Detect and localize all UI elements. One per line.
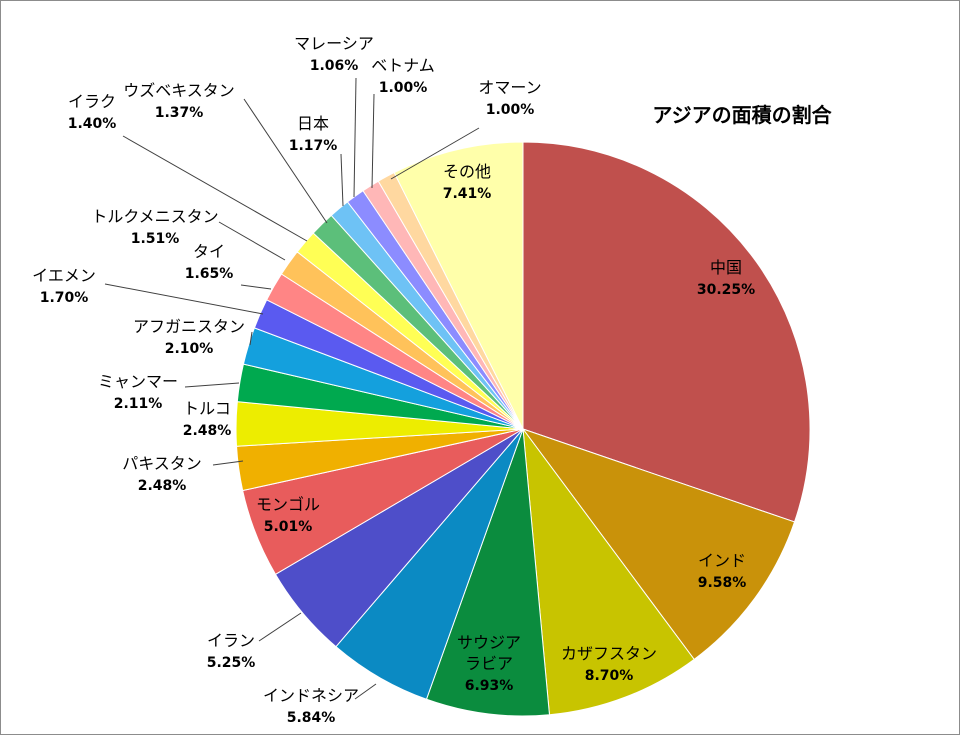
- leader-line: [122, 135, 308, 242]
- slice-label-name: ミャンマー: [98, 372, 178, 391]
- slice-label-value: 8.70%: [585, 668, 634, 684]
- leader-line: [212, 460, 244, 466]
- slice-label-value: 1.06%: [310, 58, 359, 74]
- slice-label-name: 中国: [710, 258, 742, 277]
- slice-label-name: イラク: [68, 92, 116, 111]
- slice-label-value: 1.00%: [486, 102, 535, 118]
- leader-line: [104, 283, 264, 315]
- slice-label-value: 1.17%: [289, 138, 338, 154]
- leader-line: [353, 77, 357, 198]
- leader-line: [249, 331, 253, 346]
- slice-label-name: ベトナム: [371, 56, 435, 75]
- leader-line: [243, 98, 328, 224]
- slice-label-value: 5.84%: [287, 710, 336, 726]
- pie-slices: [235, 141, 811, 717]
- slice-label-value: 1.00%: [379, 80, 428, 96]
- pie-slice: [522, 427, 695, 716]
- slice-label-value: 1.70%: [40, 290, 89, 306]
- slice-label-value: 7.41%: [443, 186, 492, 202]
- leader-line: [340, 153, 344, 207]
- slice-label-name: サウジア: [457, 633, 521, 652]
- slice-label-name: インドネシア: [263, 686, 359, 705]
- slice-label-value: 1.65%: [185, 266, 234, 282]
- slice-label-value: 6.93%: [465, 678, 514, 694]
- slice-label-name: インド: [698, 551, 746, 570]
- leader-line: [354, 683, 377, 700]
- slice-label-name: マレーシア: [294, 34, 374, 53]
- slice-label-name: トルクメニスタン: [91, 207, 218, 226]
- slice-label-name: アフガニスタン: [133, 317, 245, 336]
- slice-label-value: 1.40%: [68, 116, 117, 132]
- slice-label-name: トルコ: [183, 399, 231, 418]
- slice-label-value: 2.11%: [114, 396, 163, 412]
- slice-label-name: モンゴル: [256, 495, 320, 514]
- slice-label-name: パキスタン: [122, 454, 202, 473]
- slice-label-name: ラビア: [465, 654, 513, 673]
- slice-label-value: 2.48%: [183, 423, 232, 439]
- slice-label-name: その他: [443, 162, 491, 181]
- slice-label-value: 5.25%: [207, 655, 256, 671]
- leader-line: [371, 93, 375, 189]
- slice-label-name: イエメン: [32, 266, 96, 285]
- pie-slice: [521, 428, 796, 661]
- leader-line: [218, 221, 286, 261]
- slice-label-name: イラン: [207, 631, 255, 650]
- leader-line: [258, 612, 302, 642]
- slice-label-value: 9.58%: [698, 575, 747, 591]
- slice-label-value: 30.25%: [697, 282, 755, 298]
- slice-label-name: 日本: [297, 114, 329, 133]
- leader-line: [184, 382, 240, 388]
- slice-label-value: 1.37%: [155, 105, 204, 121]
- pie-slice: [393, 141, 524, 430]
- slice-label-name: カザフスタン: [561, 644, 657, 663]
- pie-slice: [425, 428, 551, 717]
- slice-label-value: 5.01%: [264, 519, 313, 535]
- slice-label-name: タイ: [193, 242, 225, 261]
- leader-line: [390, 127, 480, 180]
- slice-label-value: 2.48%: [138, 478, 187, 494]
- slice-label-name: オマーン: [478, 78, 541, 97]
- pie-slice: [522, 141, 811, 523]
- slice-label-value: 2.10%: [165, 341, 214, 357]
- slice-label-name: ウズベキスタン: [123, 81, 235, 100]
- leader-lines: [104, 77, 480, 700]
- chart-title: アジアの面積の割合: [652, 103, 832, 127]
- leader-line: [240, 284, 272, 290]
- slice-label-value: 1.51%: [131, 231, 180, 247]
